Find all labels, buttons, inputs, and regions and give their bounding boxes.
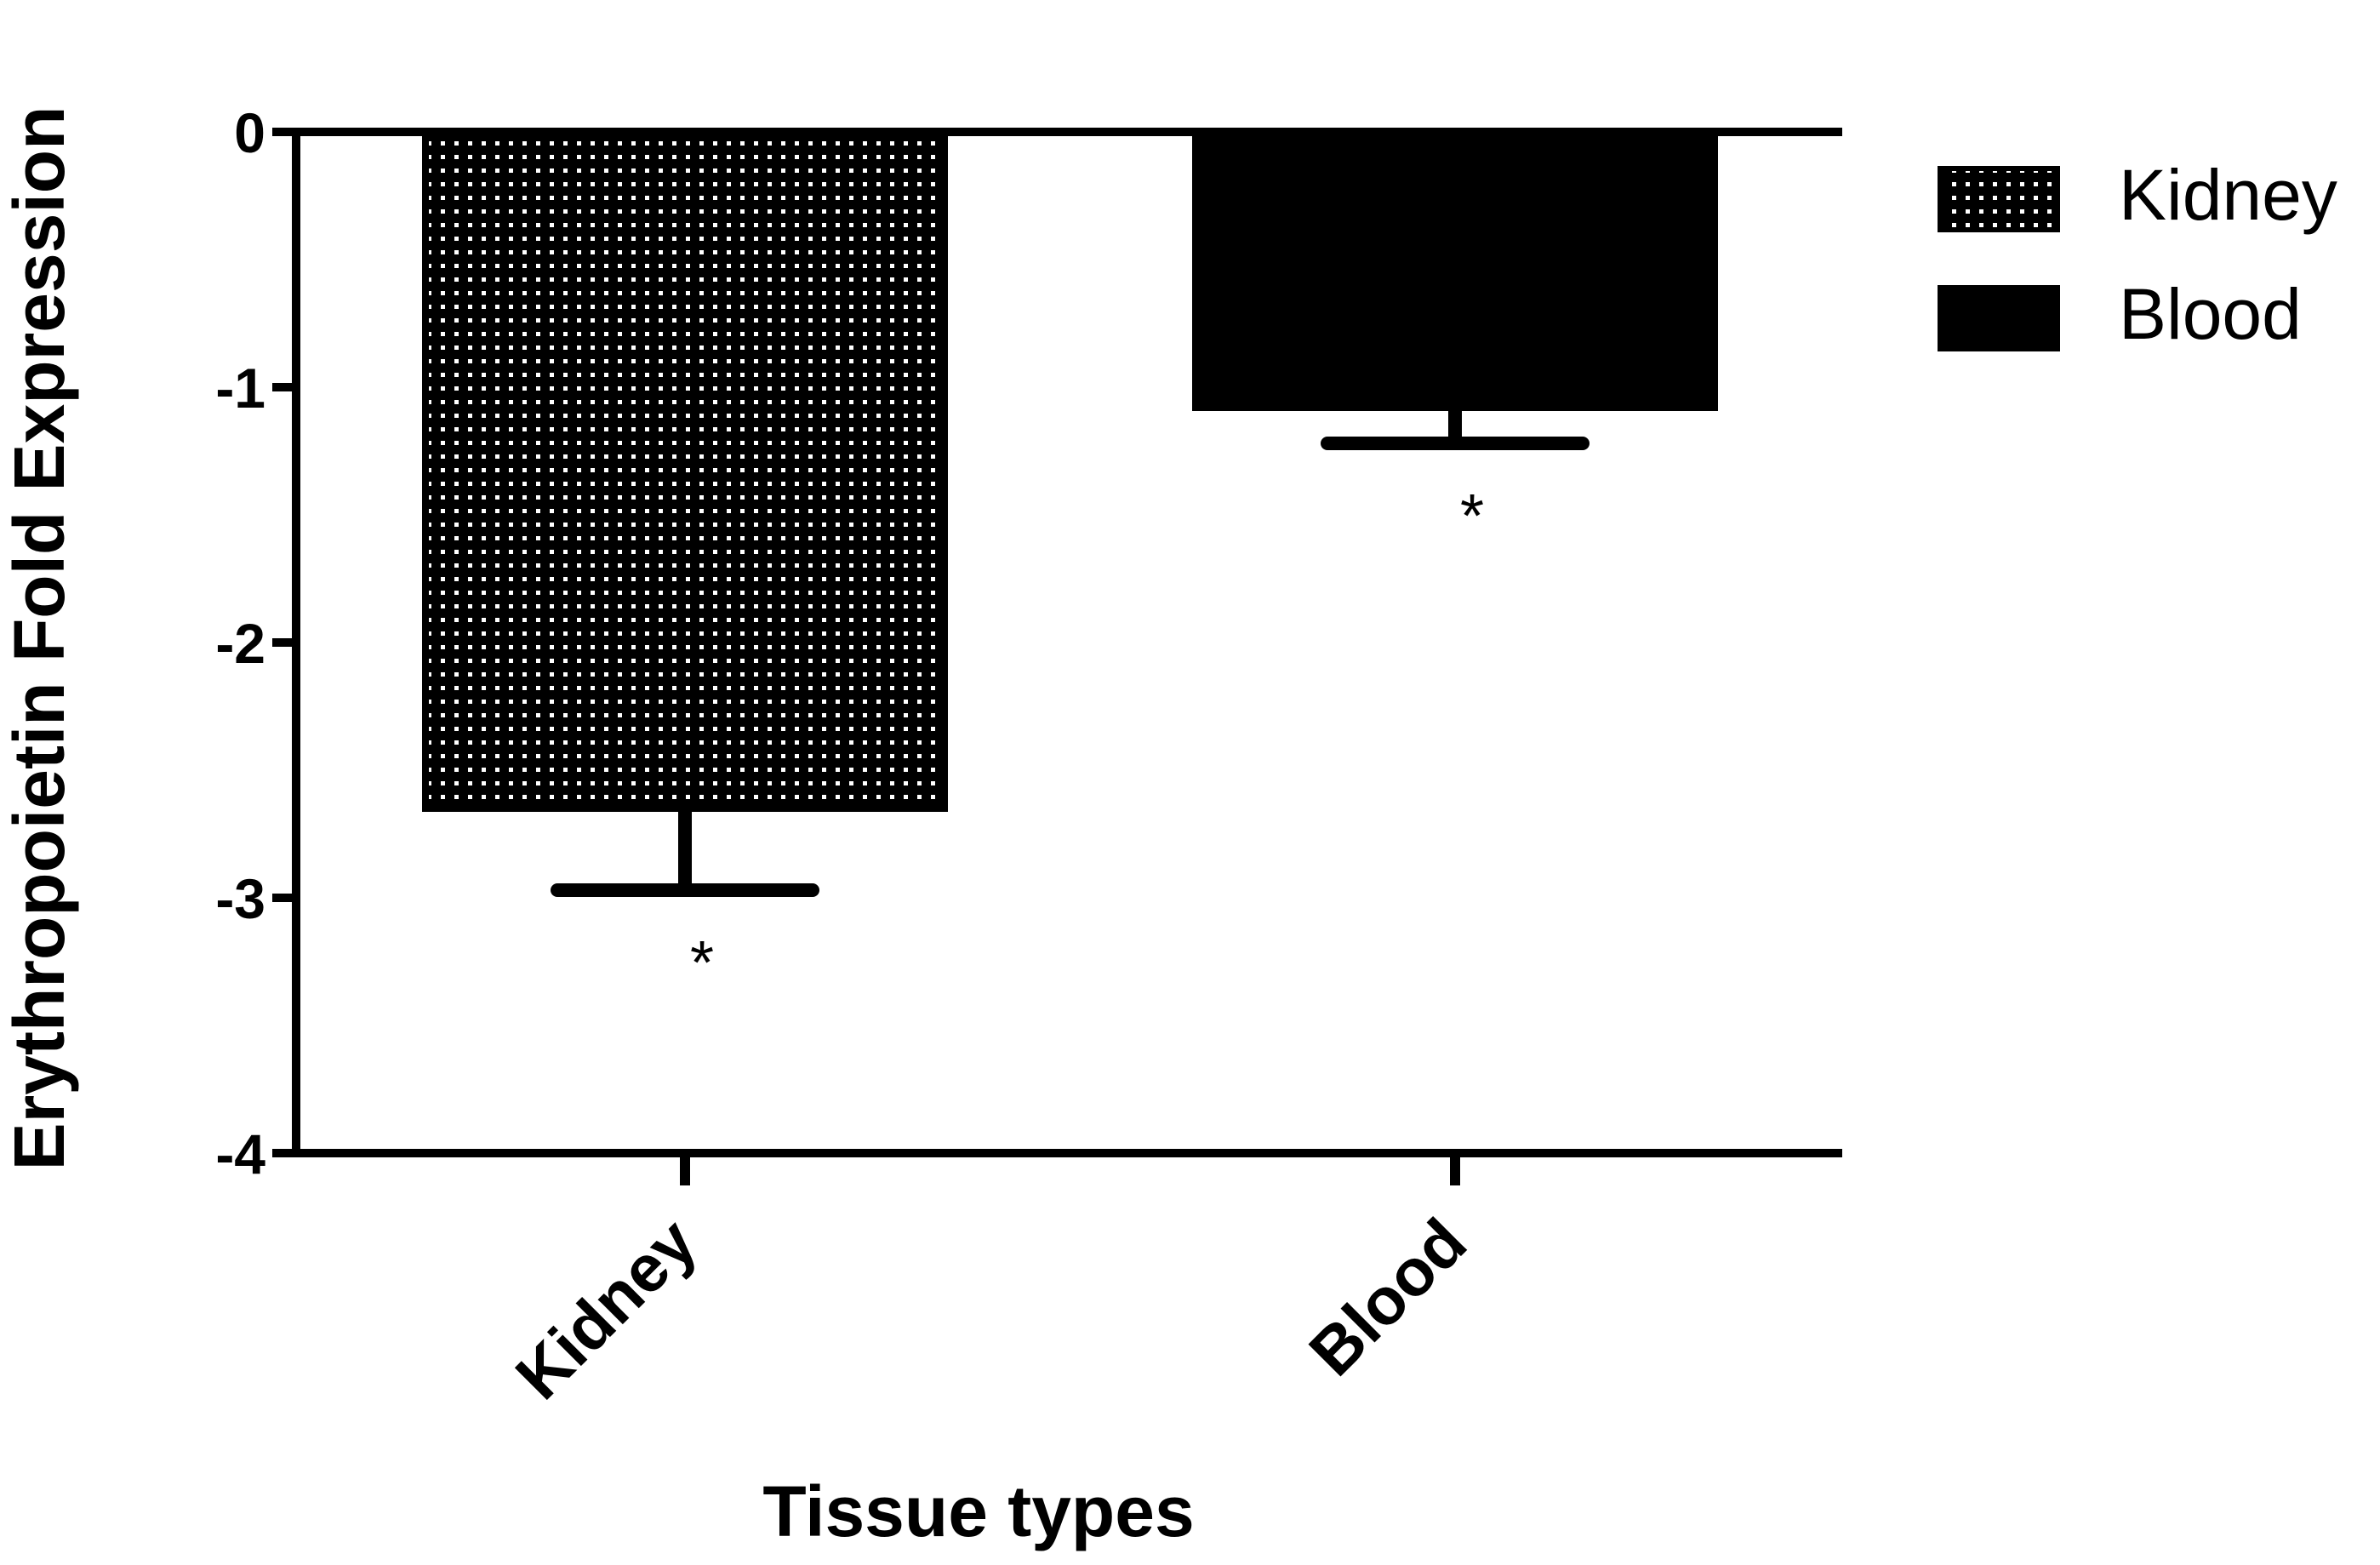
y-axis-title: Erythropoietin Fold Expression <box>0 106 79 1171</box>
x-tick-label-kidney: Kidney <box>501 1204 711 1414</box>
y-tick-label: 0 <box>234 101 265 164</box>
legend-swatch-kidney <box>1938 166 2060 232</box>
significance-marker-kidney: * <box>690 929 714 997</box>
legend-label-kidney: Kidney <box>2119 155 2337 235</box>
y-tick-label: -3 <box>215 867 265 930</box>
x-tick-label-blood: Blood <box>1295 1204 1481 1390</box>
legend-swatch-blood <box>1938 285 2060 351</box>
bars-layer <box>422 129 1718 897</box>
legend: Kidney Blood <box>1938 155 2337 354</box>
y-tick-label: -4 <box>215 1122 265 1185</box>
significance-marker-blood: * <box>1460 483 1484 551</box>
bar-kidney <box>422 129 948 812</box>
y-tick-label: -1 <box>215 357 265 420</box>
bar-blood <box>1192 129 1718 411</box>
x-axis-title: Tissue types <box>762 1471 1194 1551</box>
axes-layer <box>272 128 1842 1185</box>
y-tick-label: -2 <box>215 612 265 675</box>
legend-label-blood: Blood <box>2119 274 2302 354</box>
